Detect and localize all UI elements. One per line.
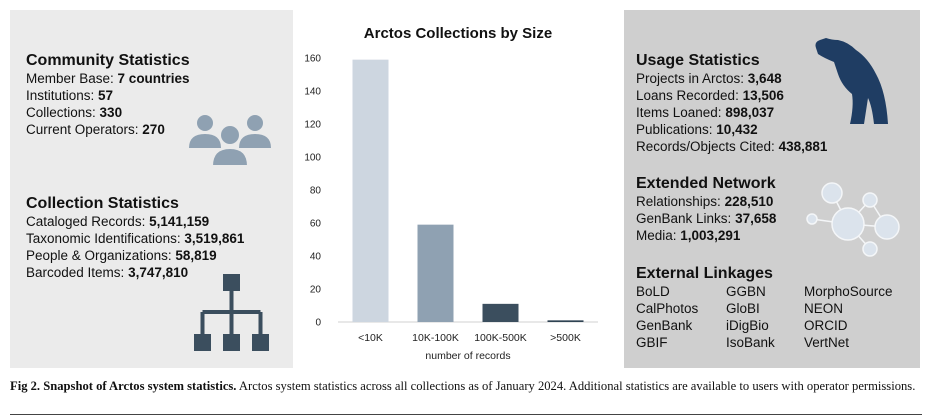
network-stat-line: Media: 1,003,291 [636,228,741,243]
usage-stat-line: Projects in Arctos: 3,648 [636,71,782,86]
linkage-item: IsoBank [726,335,775,350]
caption-rule [10,414,922,415]
linkage-item: MorphoSource [804,284,893,299]
y-tick-label: 40 [310,252,322,263]
figure-caption: Fig 2. Snapshot of Arctos system statist… [10,378,922,394]
y-tick-label: 0 [315,318,321,329]
y-tick-label: 60 [310,219,322,230]
collection-stat-line: Taxonomic Identifications: 3,519,861 [26,231,245,246]
network-stats-list: Relationships: 228,510 GenBank Links: 37… [636,193,776,244]
network-nodes-icon [806,182,900,257]
chart-panel: Arctos Collections by Size 0 20 40 60 80 100 1… [293,10,624,368]
y-tick-label: 120 [304,120,321,131]
y-tick-label: 140 [304,87,321,98]
linkage-item: GGBN [726,284,766,299]
linkage-item: GenBank [636,318,693,333]
linkage-item: BoLD [636,284,670,299]
collection-stats-title: Collection Statistics [26,195,179,212]
collection-stat-line: Cataloged Records: 5,141,159 [26,214,210,229]
caption-title: Fig 2. Snapshot of Arctos system statist… [10,379,237,393]
right-panel: Usage Statistics Projects in Arctos: 3,6… [624,10,920,368]
network-title: Extended Network [636,175,776,192]
x-tick-label: <10K [358,332,383,344]
community-stats-list: Member Base: 7 countries Institutions: 5… [26,70,190,138]
bar-chart: Arctos Collections by Size 0 20 40 60 80 100 1… [304,25,598,362]
y-tick-label: 160 [304,54,321,65]
external-linkages-title: External Linkages [636,265,773,282]
y-tick-label: 20 [310,285,322,296]
linkage-item: GloBI [726,301,760,316]
network-stat-line: Relationships: 228,510 [636,194,774,209]
usage-stats-list: Projects in Arctos: 3,648 Loans Recorded… [636,70,827,155]
usage-stat-line: Loans Recorded: 13,506 [636,88,784,103]
bar-3 [482,303,519,322]
usage-stat-line: Records/Objects Cited: 438,881 [636,139,828,154]
usage-stats-title: Usage Statistics [636,52,760,69]
polar-bear-icon [815,38,888,124]
community-stats-title: Community Statistics [26,52,190,69]
y-tick-label: 100 [304,153,321,164]
linkages-column: MorphoSource NEON ORCID VertNet [804,283,893,351]
linkage-item: ORCID [804,318,848,333]
community-stat-line: Member Base: 7 countries [26,71,190,86]
network-stat-line: GenBank Links: 37,658 [636,211,777,226]
bar-2 [417,224,454,322]
bar-4 [547,320,584,322]
x-tick-label: 10K-100K [412,332,459,344]
community-stat-line: Current Operators: 270 [26,122,165,137]
hierarchy-icon [194,274,269,351]
usage-stat-line: Publications: 10,432 [636,122,758,137]
x-tick-label: >500K [550,332,581,344]
linkage-item: NEON [804,301,844,316]
linkage-item: iDigBio [726,318,769,333]
linkages-column: GGBN GloBI iDigBio IsoBank [726,283,775,351]
linkage-item: GBIF [636,335,668,350]
usage-stat-line: Items Loaned: 898,037 [636,105,775,120]
collection-stat-line: Barcoded Items: 3,747,810 [26,265,189,280]
collection-stats-list: Cataloged Records: 5,141,159 Taxonomic I… [26,213,244,281]
community-stat-line: Collections: 330 [26,105,123,120]
y-tick-label: 80 [310,186,322,197]
collection-stat-line: People & Organizations: 58,819 [26,248,217,263]
bar-1 [352,59,389,323]
linkage-item: CalPhotos [636,301,699,316]
x-tick-label: 100K-500K [474,332,527,344]
people-group-icon [189,115,271,166]
chart-title: Arctos Collections by Size [364,25,552,42]
community-stat-line: Institutions: 57 [26,88,114,103]
x-axis-label: number of records [425,350,510,362]
linkages-column: BoLD CalPhotos GenBank GBIF [636,283,698,351]
caption-text: Arctos system statistics across all coll… [236,379,916,393]
linkage-item: VertNet [804,335,850,350]
left-panel: Community Statistics Member Base: 7 coun… [10,10,293,368]
